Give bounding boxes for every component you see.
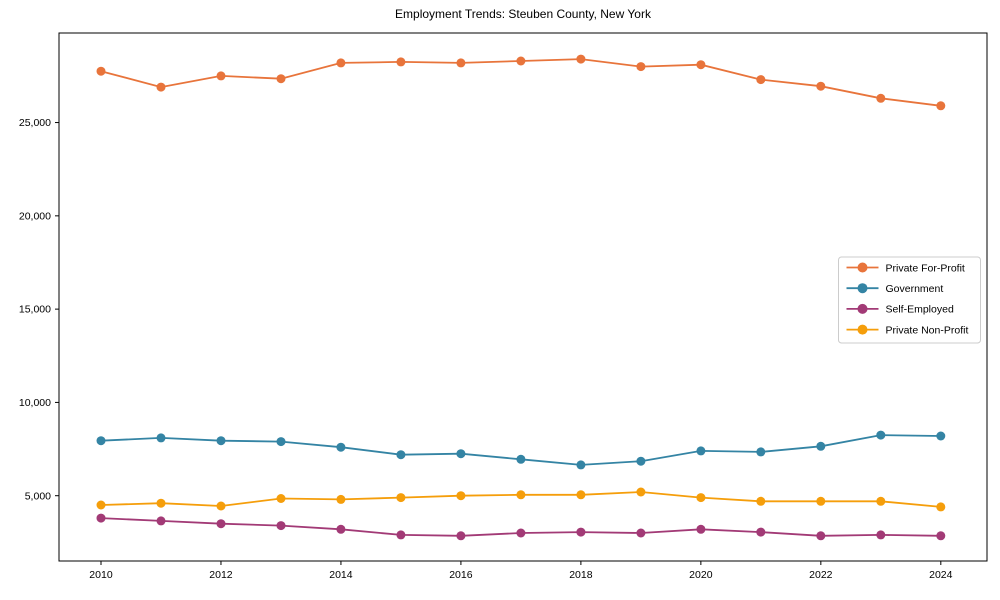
data-point-private-non-profit [156,498,166,508]
x-axis-tick-label: 2010 [89,569,113,581]
data-point-government [396,450,406,460]
y-axis-tick-label: 5,000 [25,490,51,502]
data-point-private-for-profit [396,57,406,67]
data-point-private-for-profit [516,56,526,66]
data-point-government [216,436,226,446]
x-axis-tick-label: 2016 [449,569,473,581]
data-point-self-employed [396,530,406,540]
y-axis-tick-label: 10,000 [19,397,51,409]
data-point-private-non-profit [756,496,766,506]
data-point-private-non-profit [816,496,826,506]
data-point-self-employed [96,513,106,523]
data-point-government [336,442,346,452]
x-axis-tick-label: 2020 [689,569,713,581]
legend-label-private-non-profit: Private Non-Profit [886,324,969,336]
data-point-private-for-profit [216,71,226,81]
data-point-government [696,446,706,456]
data-point-private-non-profit [936,502,946,512]
x-axis-tick-label: 2024 [929,569,953,581]
data-point-private-non-profit [336,494,346,504]
data-point-private-for-profit [756,75,766,85]
data-point-government [456,449,466,459]
chart-title: Employment Trends: Steuben County, New Y… [395,7,651,21]
data-point-private-for-profit [816,81,826,91]
x-axis-tick-label: 2022 [809,569,833,581]
data-point-private-for-profit [96,66,106,76]
data-point-government [156,433,166,443]
data-point-private-for-profit [636,62,646,72]
data-point-private-non-profit [516,490,526,500]
data-point-government [276,437,286,447]
data-point-self-employed [756,527,766,537]
data-point-private-non-profit [876,496,886,506]
plot-border [58,32,988,562]
series-line-private-for-profit [100,58,941,107]
data-point-private-for-profit [696,60,706,70]
data-point-self-employed [876,530,886,540]
y-axis-tick-label: 25,000 [19,117,51,129]
data-point-government [756,447,766,457]
legend-marker-private-non-profit [857,324,868,335]
data-point-private-non-profit [576,490,586,500]
data-point-government [936,431,946,441]
legend-label-government: Government [886,283,944,295]
data-point-government [636,456,646,466]
data-point-self-employed [336,524,346,534]
legend-marker-self-employed [857,303,868,314]
legend-label-private-for-profit: Private For-Profit [886,262,965,274]
data-point-self-employed [276,521,286,531]
data-point-government [816,441,826,451]
data-point-private-for-profit [876,93,886,103]
x-axis-tick-label: 2012 [209,569,233,581]
data-point-self-employed [696,524,706,534]
data-point-self-employed [576,527,586,537]
data-point-private-for-profit [276,74,286,84]
data-point-self-employed [816,531,826,541]
legend-marker-government [857,283,868,294]
data-point-private-for-profit [156,82,166,92]
data-point-private-non-profit [216,501,226,511]
x-axis-tick-label: 2018 [569,569,593,581]
legend-label-self-employed: Self-Employed [886,304,954,316]
data-point-private-non-profit [456,491,466,501]
data-point-self-employed [456,531,466,541]
data-point-government [516,454,526,464]
data-point-self-employed [156,516,166,526]
y-axis-tick-label: 15,000 [19,304,51,316]
data-point-private-non-profit [696,493,706,503]
y-axis-tick-label: 20,000 [19,210,51,222]
data-point-government [576,460,586,470]
data-point-government [876,430,886,440]
data-point-government [96,436,106,446]
data-point-self-employed [636,528,646,538]
x-axis-tick-label: 2014 [329,569,353,581]
data-point-private-for-profit [336,58,346,68]
data-point-private-non-profit [396,493,406,503]
data-point-private-non-profit [276,494,286,503]
data-point-private-for-profit [936,101,946,111]
data-point-private-for-profit [576,54,586,64]
data-point-self-employed [216,519,226,529]
data-point-self-employed [936,531,946,541]
data-point-self-employed [516,528,526,538]
data-point-private-non-profit [96,500,106,510]
data-point-private-non-profit [636,487,646,497]
data-point-private-for-profit [456,58,466,68]
legend-marker-private-for-profit [857,262,868,273]
legend-box [838,256,981,344]
